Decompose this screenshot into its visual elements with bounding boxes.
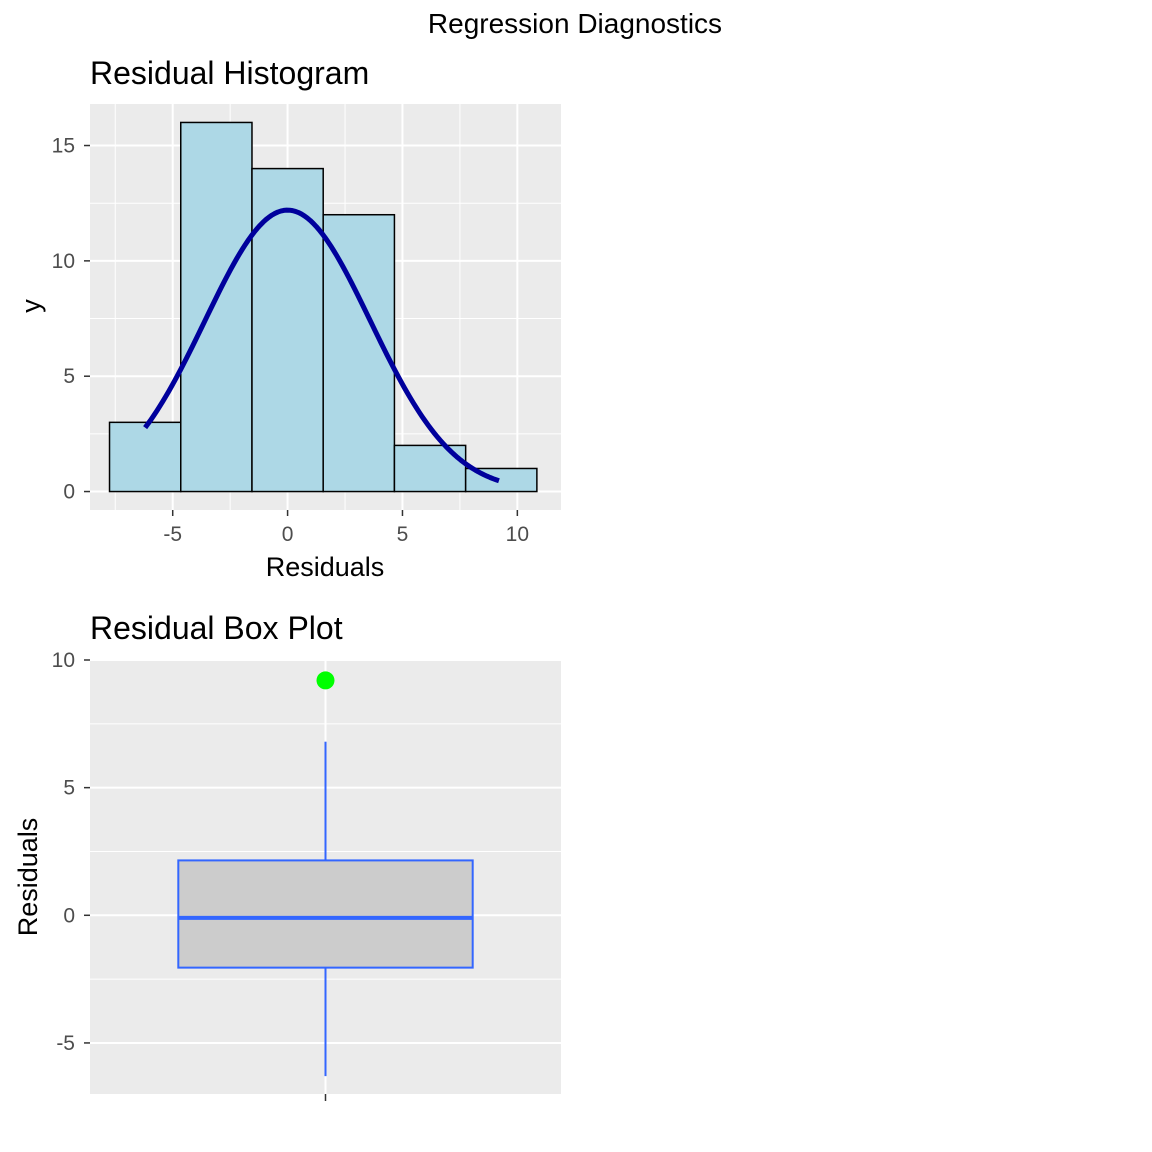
histogram-y-axis-label: y xyxy=(16,299,46,313)
histogram-ticks: -5 0 5 10 0 5 10 15 xyxy=(52,135,529,546)
figure-title: Regression Diagnostics xyxy=(428,8,722,39)
box xyxy=(177,859,474,969)
histogram-bars xyxy=(108,121,538,493)
y-tick-label: 5 xyxy=(63,365,75,388)
boxplot-panel: Residual Box Plot -5 0 5 10 Residuals xyxy=(13,610,561,1101)
boxplot-elements xyxy=(177,671,474,1077)
histogram-title: Residual Histogram xyxy=(90,55,369,91)
y-tick-label: 0 xyxy=(63,481,75,504)
histogram-panel: Residual Histogram -5 0 5 10 0 5 10 15 Residual… xyxy=(16,55,561,582)
y-tick-label: 10 xyxy=(52,649,75,672)
histogram-x-axis-label: Residuals xyxy=(266,552,385,582)
histogram-bar xyxy=(108,421,182,493)
histogram-bar xyxy=(180,121,253,493)
density-curve xyxy=(143,207,500,484)
histogram-bar xyxy=(251,167,324,493)
y-tick-label: 0 xyxy=(63,904,75,927)
y-tick-label: 15 xyxy=(52,135,75,158)
y-tick-label: -5 xyxy=(56,1032,75,1055)
y-tick-label: 10 xyxy=(52,250,75,273)
boxplot-y-axis-label: Residuals xyxy=(13,818,43,937)
y-tick-label: 5 xyxy=(63,777,75,800)
outlier-point xyxy=(316,671,335,690)
x-tick-label: 5 xyxy=(397,523,409,546)
boxplot-title: Residual Box Plot xyxy=(90,610,343,646)
x-tick-label: 0 xyxy=(282,523,294,546)
x-tick-label: 10 xyxy=(506,523,529,546)
x-tick-label: -5 xyxy=(163,523,182,546)
boxplot-ticks: -5 0 5 10 xyxy=(52,649,327,1101)
histogram-bar xyxy=(322,213,396,493)
